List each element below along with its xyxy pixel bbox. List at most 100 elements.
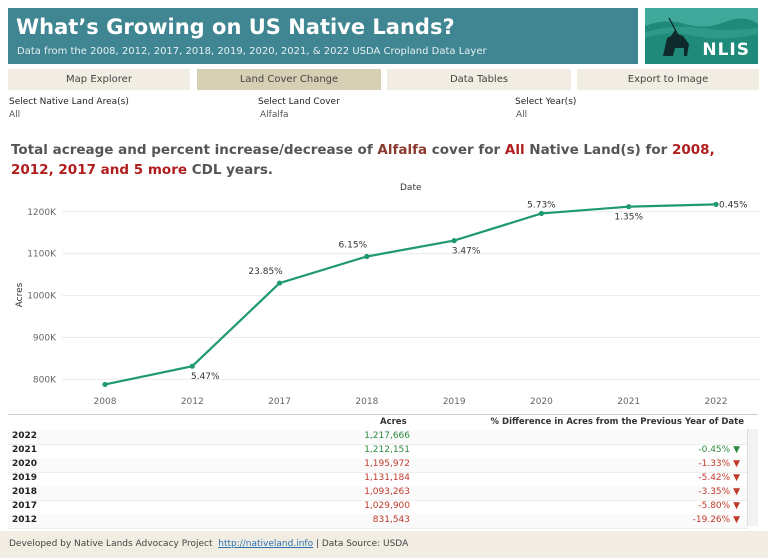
tab-land-cover-change[interactable]: Land Cover Change bbox=[197, 69, 381, 90]
row-year: 2020 bbox=[12, 459, 38, 469]
headline-text-2: cover for bbox=[427, 142, 505, 158]
horseman-logo-icon bbox=[645, 8, 758, 56]
headline-lands: All bbox=[504, 142, 525, 158]
pct-value: -0.45% bbox=[698, 445, 734, 455]
data-point bbox=[713, 201, 719, 207]
tab-bar: Map Explorer Land Cover Change Data Tabl… bbox=[8, 69, 768, 90]
down-arrow-icon: ▼ bbox=[733, 515, 740, 525]
data-label: 1.35% bbox=[614, 213, 643, 223]
series-line bbox=[104, 203, 717, 386]
chart-x-title: Date bbox=[400, 183, 422, 193]
row-acres: 1,217,666 bbox=[364, 431, 410, 441]
table-header: Acres % Difference in Acres from the Pre… bbox=[8, 415, 758, 431]
pct-value: -3.35% bbox=[698, 487, 734, 497]
data-label: 3.47% bbox=[452, 247, 481, 257]
acres-column-header: Acres bbox=[380, 417, 407, 427]
x-tick-label: 2017 bbox=[268, 397, 291, 407]
row-acres: 831,543 bbox=[372, 515, 410, 525]
page-subtitle: Data from the 2008, 2012, 2017, 2018, 20… bbox=[17, 46, 487, 57]
nlis-logo: NLIS bbox=[645, 8, 758, 64]
data-point bbox=[538, 210, 545, 217]
tab-export-to-image[interactable]: Export to Image bbox=[577, 69, 759, 90]
table-row: 2021 1,212,151 -0.45% ▼ bbox=[8, 444, 748, 459]
data-point bbox=[189, 363, 195, 369]
down-arrow-icon: ▼ bbox=[733, 473, 740, 483]
data-point bbox=[276, 280, 283, 286]
native-land-filter-select[interactable]: All bbox=[9, 110, 21, 120]
row-pct-change: -5.80% ▼ bbox=[698, 501, 740, 511]
headline-cover: Alfalfa bbox=[377, 142, 428, 158]
row-acres: 1,195,972 bbox=[364, 459, 410, 469]
tab-map-explorer[interactable]: Map Explorer bbox=[8, 69, 190, 90]
headline-text-3: Native Land(s) for bbox=[524, 142, 672, 158]
down-arrow-icon: ▼ bbox=[733, 459, 740, 469]
footer: Developed by Native Lands Advocacy Proje… bbox=[0, 531, 768, 558]
pct-value: -1.33% bbox=[698, 459, 734, 469]
row-year: 2012 bbox=[12, 515, 38, 525]
app-header: What’s Growing on US Native Lands? Data … bbox=[8, 8, 638, 64]
data-label: 5.47% bbox=[191, 372, 220, 382]
tab-data-tables[interactable]: Data Tables bbox=[387, 69, 571, 90]
headline-text-1: Total acreage and percent increase/decre… bbox=[11, 142, 378, 158]
table-row: 2012 831,543 -19.26% ▼ bbox=[8, 514, 748, 529]
down-arrow-icon: ▼ bbox=[733, 501, 740, 511]
acreage-table: Acres % Difference in Acres from the Pre… bbox=[8, 414, 758, 529]
x-tick-label: 2008 bbox=[94, 397, 117, 407]
row-pct-change: -0.45% ▼ bbox=[698, 445, 740, 455]
year-filter-select[interactable]: All bbox=[516, 110, 528, 120]
x-tick-label: 2018 bbox=[355, 397, 378, 407]
row-acres: 1,093,263 bbox=[364, 487, 410, 497]
row-year: 2021 bbox=[12, 445, 38, 455]
row-acres: 1,029,900 bbox=[364, 501, 410, 511]
pct-value: -5.42% bbox=[698, 473, 734, 483]
row-pct-change: -3.35% ▼ bbox=[698, 487, 740, 497]
row-acres: 1,131,184 bbox=[364, 473, 410, 483]
row-acres: 1,212,151 bbox=[364, 445, 410, 455]
y-tick-label: 1000K bbox=[27, 292, 57, 302]
y-tick-label: 800K bbox=[33, 375, 57, 385]
logo-text: NLIS bbox=[702, 40, 750, 60]
data-label: 0.45% bbox=[719, 200, 748, 210]
x-tick-label: 2020 bbox=[530, 397, 553, 407]
down-arrow-icon: ▼ bbox=[733, 487, 740, 497]
row-year: 2022 bbox=[12, 431, 38, 441]
row-pct-change: -1.33% ▼ bbox=[698, 459, 740, 469]
footer-source: | Data Source: USDA bbox=[313, 539, 409, 549]
footer-text: Developed by Native Lands Advocacy Proje… bbox=[9, 539, 408, 549]
table-row: 2019 1,131,184 -5.42% ▼ bbox=[8, 472, 748, 487]
x-tick-label: 2012 bbox=[181, 397, 204, 407]
acreage-line-chart: 800K 900K 1000K 1100K 1200K Acres 2008 2012 2017… bbox=[15, 200, 760, 407]
chart-headline: Total acreage and percent increase/decre… bbox=[11, 140, 751, 180]
page-title: What’s Growing on US Native Lands? bbox=[16, 15, 455, 39]
year-filter-label: Select Year(s) bbox=[515, 97, 577, 107]
data-point bbox=[451, 238, 457, 244]
headline-years: 2008, 2012, 2017 and 5 more bbox=[11, 142, 715, 178]
row-year: 2017 bbox=[12, 501, 38, 511]
row-pct-change: -19.26% ▼ bbox=[693, 515, 740, 525]
y-axis-label: Acres bbox=[15, 282, 25, 307]
land-cover-filter-select[interactable]: Alfalfa bbox=[260, 110, 289, 120]
table-row: 2022 1,217,666 bbox=[8, 430, 748, 445]
headline-text-4: CDL years. bbox=[187, 162, 274, 178]
footer-link[interactable]: http://nativeland.info bbox=[218, 539, 314, 549]
data-label: 5.73% bbox=[527, 200, 556, 210]
footer-credit: Developed by Native Lands Advocacy Proje… bbox=[9, 539, 213, 549]
table-row: 2020 1,195,972 -1.33% ▼ bbox=[8, 458, 748, 473]
table-row: 2018 1,093,263 -3.35% ▼ bbox=[8, 486, 748, 501]
data-point bbox=[626, 204, 632, 210]
native-land-filter-label: Select Native Land Area(s) bbox=[9, 97, 129, 107]
data-label: 6.15% bbox=[339, 241, 368, 251]
down-arrow-icon: ▼ bbox=[733, 445, 740, 455]
pct-value: -19.26% bbox=[692, 515, 734, 525]
table-scrollbar[interactable] bbox=[747, 429, 758, 526]
pct-column-header: % Difference in Acres from the Previous … bbox=[490, 417, 744, 427]
data-point bbox=[102, 381, 108, 388]
x-tick-label: 2019 bbox=[443, 397, 466, 407]
x-tick-label: 2021 bbox=[617, 397, 640, 407]
data-point bbox=[364, 253, 370, 260]
table-row: 2017 1,029,900 -5.80% ▼ bbox=[8, 500, 748, 515]
y-tick-label: 1100K bbox=[27, 250, 57, 260]
land-cover-filter-label: Select Land Cover bbox=[258, 97, 340, 107]
row-year: 2019 bbox=[12, 473, 38, 483]
row-year: 2018 bbox=[12, 487, 38, 497]
